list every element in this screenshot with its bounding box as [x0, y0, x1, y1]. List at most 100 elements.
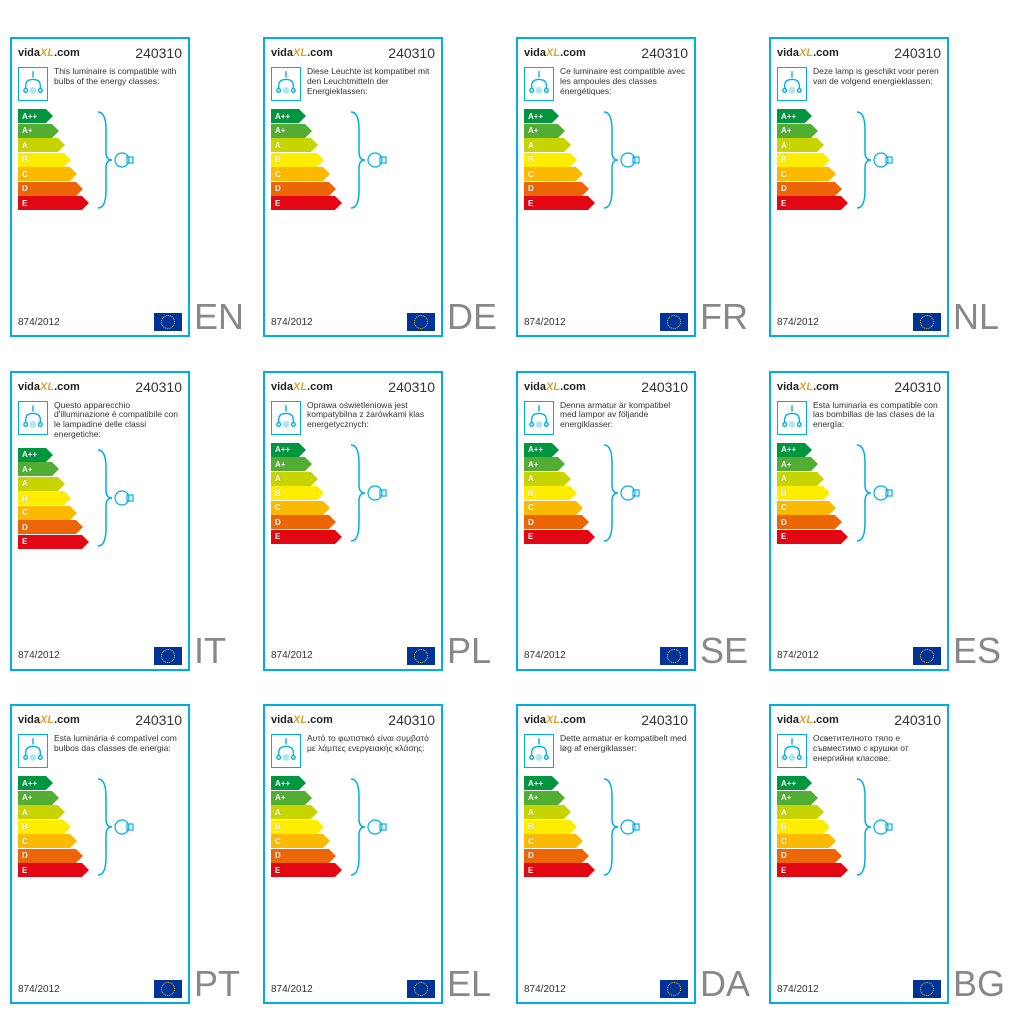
- energy-arrow-A: A: [271, 138, 311, 152]
- language-code: EN: [194, 299, 244, 335]
- regulation-text: 874/2012: [271, 984, 313, 995]
- label-cell-EL: vidaXL.com 240310 Αυτό το φωτιστικό είνα…: [263, 687, 508, 1004]
- regulation-text: 874/2012: [18, 317, 60, 328]
- luminaire-icon-box: [18, 734, 48, 768]
- language-code: DE: [447, 299, 497, 335]
- luminaire-icon-box: [271, 401, 301, 435]
- label-cell-PT: vidaXL.com 240310 Esta luminária é compa…: [10, 687, 255, 1004]
- energy-arrow-A+: A+: [777, 124, 811, 138]
- energy-arrows: A++A+ABCDE: [524, 109, 588, 210]
- card-header: vidaXL.com 240310: [524, 45, 688, 61]
- language-code: EL: [447, 966, 497, 1002]
- bracket-bulb-icon: [600, 777, 640, 877]
- energy-arrow-A++: A++: [524, 443, 552, 457]
- card-header: vidaXL.com 240310: [777, 712, 941, 728]
- energy-arrow-C: C: [524, 501, 576, 515]
- energy-label-card: vidaXL.com 240310 Αυτό το φωτιστικό είνα…: [263, 704, 443, 1004]
- brand-logo: vidaXL.com: [524, 714, 586, 726]
- energy-arrows: A++A+ABCDE: [271, 109, 335, 210]
- luminaire-icon: [781, 71, 803, 97]
- bracket-column: [853, 443, 893, 544]
- energy-arrow-D: D: [271, 182, 329, 196]
- brand-logo: vidaXL.com: [271, 714, 333, 726]
- eu-flag-icon: [660, 980, 688, 998]
- energy-arrow-D: D: [524, 515, 582, 529]
- labels-grid: vidaXL.com 240310 This luminaire is comp…: [10, 20, 1014, 1004]
- luminaire-icon-box: [271, 734, 301, 768]
- language-code: PL: [447, 633, 497, 669]
- regulation-text: 874/2012: [524, 317, 566, 328]
- energy-arrow-A: A: [777, 138, 817, 152]
- bracket-column: [600, 109, 640, 210]
- energy-arrow-A+: A+: [524, 791, 558, 805]
- brand-logo: vidaXL.com: [18, 47, 80, 59]
- description-text: Αυτό το φωτιστικό είναι συμβατό με λάμπε…: [307, 734, 435, 768]
- language-code: DA: [700, 966, 750, 1002]
- language-code: NL: [953, 299, 1003, 335]
- card-header: vidaXL.com 240310: [271, 379, 435, 395]
- bracket-column: [347, 776, 387, 877]
- energy-arrow-A++: A++: [271, 776, 299, 790]
- language-code: IT: [194, 633, 244, 669]
- energy-scale: A++A+ABCDE: [777, 443, 941, 544]
- card-footer: 874/2012: [18, 980, 182, 998]
- brand-logo: vidaXL.com: [777, 381, 839, 393]
- luminaire-icon-box: [524, 67, 554, 101]
- description-row: Ce luminaire est compatible avec les amp…: [524, 67, 688, 101]
- label-cell-PL: vidaXL.com 240310 Oprawa oświetleniowa j…: [263, 353, 508, 670]
- luminaire-icon: [528, 738, 550, 764]
- label-cell-EN: vidaXL.com 240310 This luminaire is comp…: [10, 20, 255, 337]
- description-text: Ce luminaire est compatible avec les amp…: [560, 67, 688, 101]
- bracket-bulb-icon: [94, 777, 134, 877]
- sku-number: 240310: [388, 379, 435, 395]
- description-text: Esta luminaria es compatible con las bom…: [813, 401, 941, 435]
- energy-arrow-A++: A++: [524, 109, 552, 123]
- regulation-text: 874/2012: [524, 984, 566, 995]
- eu-flag-icon: [154, 313, 182, 331]
- eu-flag-icon: [913, 980, 941, 998]
- regulation-text: 874/2012: [271, 650, 313, 661]
- card-footer: 874/2012: [271, 313, 435, 331]
- energy-arrow-C: C: [271, 501, 323, 515]
- luminaire-icon-box: [777, 401, 807, 435]
- card-footer: 874/2012: [271, 647, 435, 665]
- energy-arrow-A++: A++: [777, 443, 805, 457]
- bracket-bulb-icon: [600, 110, 640, 210]
- sku-number: 240310: [388, 712, 435, 728]
- energy-arrow-A+: A+: [271, 791, 305, 805]
- eu-flag-icon: [154, 980, 182, 998]
- energy-label-card: vidaXL.com 240310 Esta luminaria es comp…: [769, 371, 949, 671]
- luminaire-icon: [275, 738, 297, 764]
- energy-arrow-D: D: [271, 849, 329, 863]
- energy-arrow-E: E: [271, 863, 335, 877]
- energy-arrow-B: B: [524, 820, 570, 834]
- energy-label-card: vidaXL.com 240310 Ce luminaire est compa…: [516, 37, 696, 337]
- energy-arrow-B: B: [18, 491, 64, 505]
- energy-label-card: vidaXL.com 240310 Denna armatur är kompa…: [516, 371, 696, 671]
- card-footer: 874/2012: [18, 647, 182, 665]
- description-row: Questo apparecchio d'illuminazione è com…: [18, 401, 182, 440]
- energy-arrow-A+: A+: [271, 457, 305, 471]
- eu-flag-icon: [660, 647, 688, 665]
- energy-arrow-B: B: [524, 486, 570, 500]
- luminaire-icon: [22, 71, 44, 97]
- bracket-column: [347, 443, 387, 544]
- bracket-column: [347, 109, 387, 210]
- card-header: vidaXL.com 240310: [777, 45, 941, 61]
- luminaire-icon-box: [777, 67, 807, 101]
- description-row: Esta luminária é compatível com bulbos d…: [18, 734, 182, 768]
- energy-arrow-E: E: [524, 196, 588, 210]
- energy-scale: A++A+ABCDE: [524, 443, 688, 544]
- luminaire-icon: [528, 71, 550, 97]
- description-row: Dette armatur er kompatibelt med løg af …: [524, 734, 688, 768]
- sku-number: 240310: [135, 379, 182, 395]
- luminaire-icon-box: [271, 67, 301, 101]
- energy-arrow-D: D: [777, 515, 835, 529]
- energy-arrows: A++A+ABCDE: [524, 776, 588, 877]
- energy-arrow-A+: A+: [18, 124, 52, 138]
- energy-arrow-A+: A+: [777, 791, 811, 805]
- label-cell-SE: vidaXL.com 240310 Denna armatur är kompa…: [516, 353, 761, 670]
- luminaire-icon-box: [18, 401, 48, 435]
- energy-arrow-B: B: [271, 486, 317, 500]
- energy-arrow-A+: A+: [777, 457, 811, 471]
